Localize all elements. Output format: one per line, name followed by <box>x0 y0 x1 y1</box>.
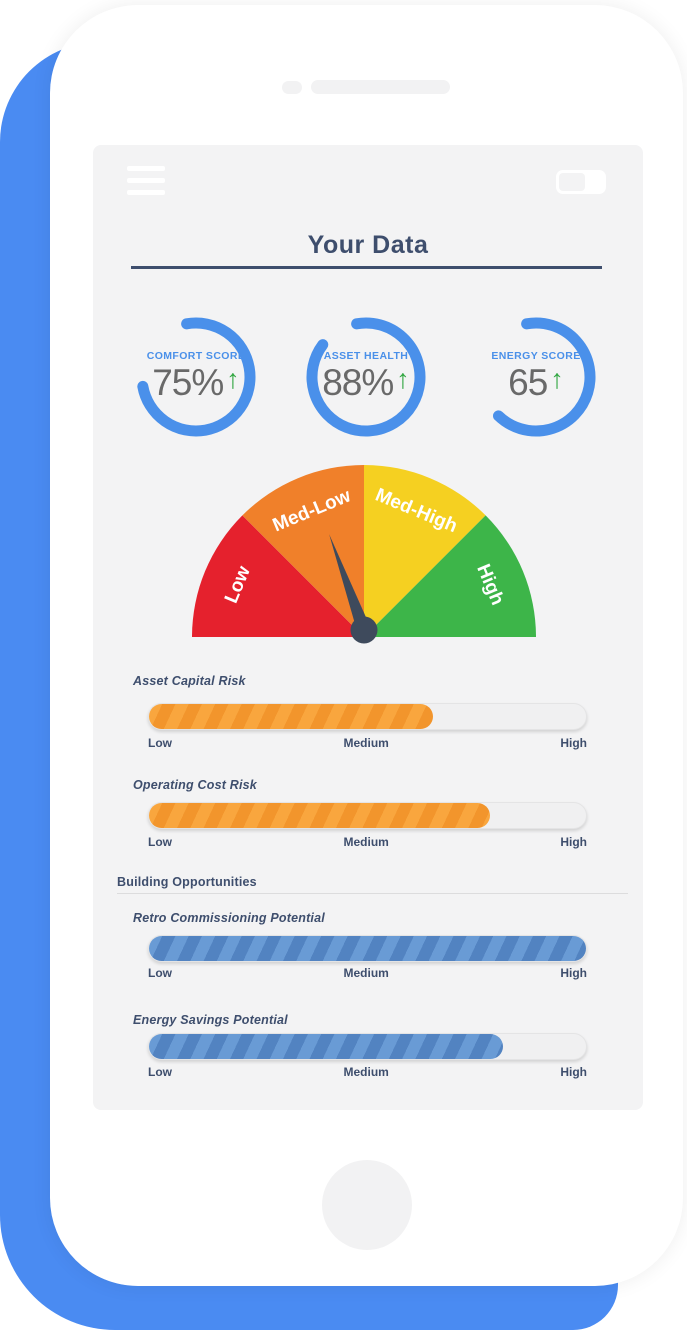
phone-home-button[interactable] <box>322 1160 412 1250</box>
speedometer-needle <box>329 534 371 633</box>
gauge-ring-arc <box>306 317 426 437</box>
scale-low: Low <box>148 736 172 750</box>
gauge-value: 65 <box>508 362 548 403</box>
gauge-label: COMFORT SCORE <box>146 350 246 362</box>
scale-high: High <box>560 736 587 750</box>
phone-frame: Your Data COMFORT SCORE 75% ↑ <box>50 5 683 1286</box>
bar-energy-savings-potential <box>148 1033 587 1060</box>
gauge-ring <box>492 317 596 437</box>
gauge-energy-score: ENERGY SCORE 65 ↑ <box>456 317 616 447</box>
trend-up-arrow-icon: ↑ <box>550 364 564 394</box>
app-screen: Your Data COMFORT SCORE 75% ↑ <box>93 145 643 1110</box>
scale-medium: Medium <box>343 1065 389 1079</box>
bar-scale: Low Medium High <box>148 736 587 750</box>
scale-medium: Medium <box>343 835 389 849</box>
bar-operating-cost-risk <box>148 802 587 829</box>
title-underline <box>131 266 602 269</box>
bar-label-operating-cost-risk: Operating Cost Risk <box>133 778 257 792</box>
gauge-ring-arc <box>492 317 596 437</box>
bar-scale: Low Medium High <box>148 966 587 980</box>
bar-retro-commissioning-potential <box>148 935 587 962</box>
gauge-comfort-score: COMFORT SCORE 75% ↑ <box>116 317 276 447</box>
gauge-label: ASSET HEALTH <box>323 350 409 362</box>
gauge-value: 88% <box>322 362 394 403</box>
gauge-asset-health: ASSET HEALTH 88% ↑ <box>286 317 446 447</box>
page-title: Your Data <box>307 231 429 259</box>
scale-medium: Medium <box>343 966 389 980</box>
bar-fill <box>149 803 490 828</box>
section-divider <box>117 893 628 894</box>
phone-speaker <box>311 80 450 94</box>
bar-fill <box>149 1034 503 1059</box>
scale-low: Low <box>148 835 172 849</box>
speedometer-segments <box>192 465 536 637</box>
gauge-value: 75% <box>152 362 224 403</box>
scale-low: Low <box>148 966 172 980</box>
phone-camera <box>282 81 302 94</box>
hamburger-menu-icon[interactable] <box>127 166 165 196</box>
scale-high: High <box>560 835 587 849</box>
section-title-building-opportunities: Building Opportunities <box>117 875 257 889</box>
bar-scale: Low Medium High <box>148 1065 587 1079</box>
risk-speedometer-gauge: Low Med-Low Med-High High <box>192 465 536 644</box>
bar-asset-capital-risk <box>148 703 587 730</box>
scale-low: Low <box>148 1065 172 1079</box>
speedometer-needle-hub <box>350 616 378 644</box>
bar-fill <box>149 704 434 729</box>
bar-label-asset-capital-risk: Asset Capital Risk <box>133 674 246 688</box>
gauge-label: ENERGY SCORE <box>491 350 581 362</box>
scale-high: High <box>560 966 587 980</box>
scale-high: High <box>560 1065 587 1079</box>
bar-scale: Low Medium High <box>148 835 587 849</box>
bar-fill <box>149 936 586 961</box>
scale-medium: Medium <box>343 736 389 750</box>
trend-up-arrow-icon: ↑ <box>396 364 410 394</box>
toggle-knob <box>559 173 585 191</box>
bar-label-retro-commissioning-potential: Retro Commissioning Potential <box>133 911 325 925</box>
trend-up-arrow-icon: ↑ <box>226 364 240 394</box>
gauge-ring <box>137 317 256 437</box>
gauge-ring-arc <box>137 317 256 437</box>
toggle-switch[interactable] <box>556 170 606 194</box>
gauge-ring <box>306 317 426 437</box>
bar-label-energy-savings-potential: Energy Savings Potential <box>133 1013 288 1027</box>
